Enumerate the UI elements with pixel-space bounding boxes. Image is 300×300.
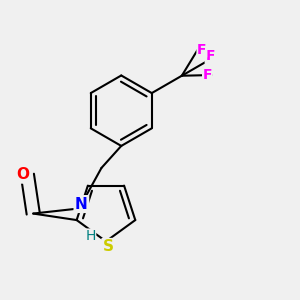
Text: F: F: [205, 49, 215, 63]
Text: F: F: [197, 43, 207, 57]
Text: H: H: [85, 229, 96, 243]
Text: F: F: [203, 68, 212, 82]
Text: S: S: [103, 239, 114, 254]
Text: N: N: [75, 196, 88, 211]
Text: O: O: [16, 167, 29, 182]
